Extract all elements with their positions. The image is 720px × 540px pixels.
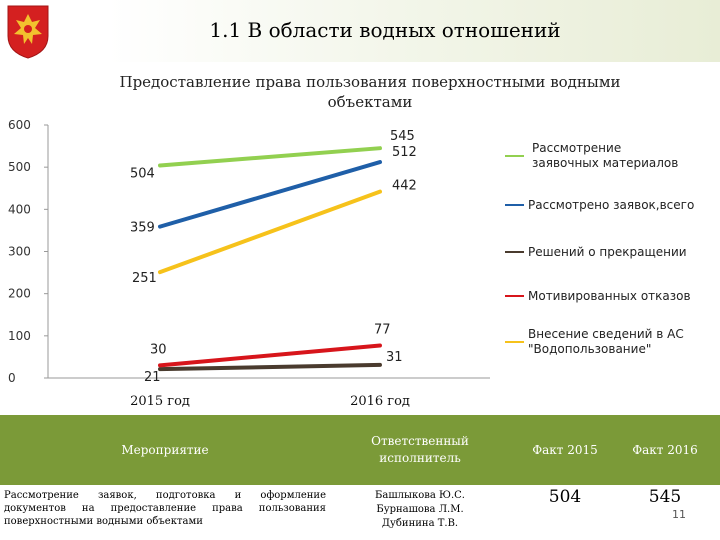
legend-line: "Водопользование" (528, 342, 651, 356)
header-event: Мероприятие (121, 443, 209, 457)
data-label: 30 (150, 342, 167, 357)
legend-entry-3: Мотивированных отказов (528, 289, 691, 303)
series-line-4 (158, 189, 382, 275)
header-fact-2015: Факт 2015 (532, 443, 598, 457)
data-label: 77 (374, 323, 391, 338)
data-label: 31 (386, 350, 403, 365)
series-line-3 (158, 343, 382, 368)
header-band (0, 0, 720, 62)
legend-entry-4: Внесение сведений в АС "Водопользование" (528, 327, 684, 356)
table-row (0, 485, 720, 540)
y-tick-label: 300 (8, 245, 31, 259)
cell-fact-2015: 504 (548, 487, 582, 507)
table-header-row: Мероприятие Ответственный исполнитель Фа… (0, 415, 720, 485)
line-chart: 0 100 200 300 400 500 600 2015 год 2016 год 504 5… (8, 118, 694, 409)
cell-event: Рассмотрение заявок, подготовка и оформл… (4, 490, 326, 527)
y-tick-label: 0 (8, 371, 16, 385)
y-tick-label: 400 (8, 202, 31, 216)
legend-line: Внесение сведений в АС (528, 327, 684, 341)
cell-fact-2016: 545 (648, 487, 682, 507)
cell-executor: Башлыкова Ю.С. Бурнашова Л.М. Дубинина Т… (375, 490, 465, 529)
y-tick-label: 100 (8, 329, 31, 343)
legend-entry-2: Решений о прекращении (528, 245, 687, 259)
header-executor: Ответственный исполнитель (371, 434, 469, 465)
data-label: 545 (390, 129, 415, 144)
x-tick-label: 2015 год (130, 394, 190, 409)
page-number: 11 (672, 508, 686, 521)
series-line-1 (158, 160, 382, 229)
y-tick-label: 200 (8, 287, 31, 301)
data-label: 251 (132, 271, 157, 286)
legend-line: Рассмотрение (532, 141, 621, 155)
series-line-2 (158, 362, 382, 372)
data-label: 359 (130, 221, 155, 236)
coat-of-arms-icon (7, 5, 49, 59)
data-label: 21 (144, 370, 161, 385)
series-line-0 (158, 146, 382, 168)
data-label: 504 (130, 166, 155, 181)
legend-entry-1: Рассмотрено заявок,всего (528, 198, 694, 212)
header-fact-2016: Факт 2016 (632, 443, 698, 457)
data-label: 442 (392, 179, 417, 194)
y-tick-label: 500 (8, 160, 31, 174)
y-tick-label: 600 (8, 118, 31, 132)
data-label: 512 (392, 145, 417, 160)
legend-line: заявочных материалов (532, 156, 678, 170)
page-title: 1.1 В области водных отношений (209, 18, 561, 42)
legend-entry-0: Рассмотрение заявочных материалов (532, 141, 678, 170)
x-tick-label: 2016 год (350, 394, 410, 409)
chart-title: Предоставление права пользования поверхн… (119, 73, 621, 111)
